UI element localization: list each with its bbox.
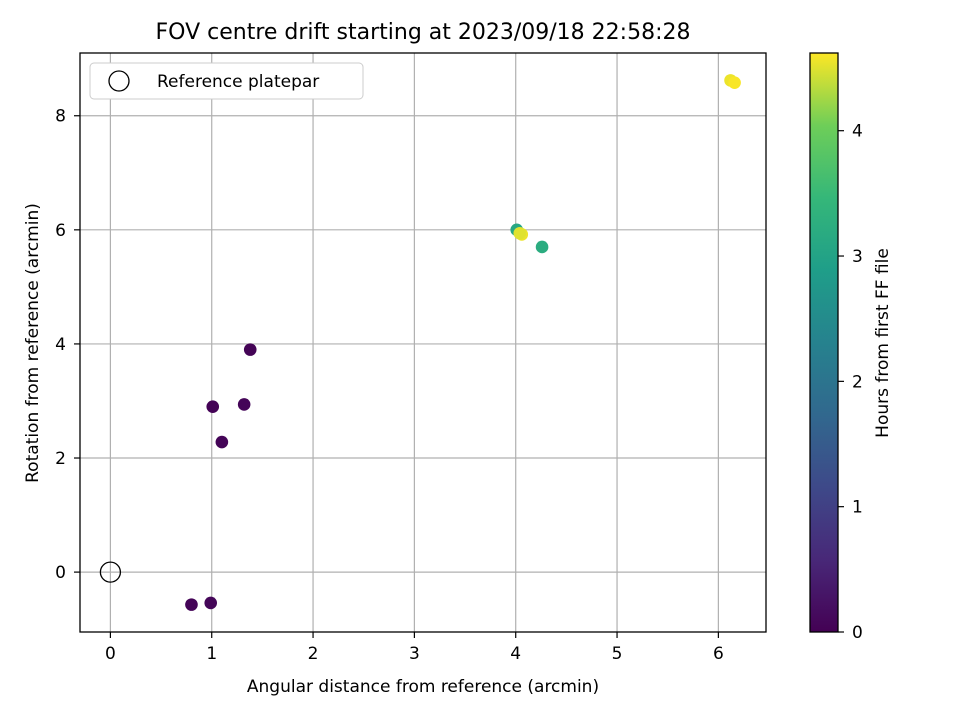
colorbar-tick-label: 2 xyxy=(852,372,863,392)
colorbar-label: Hours from first FF file xyxy=(873,248,893,438)
x-tick-label: 1 xyxy=(206,644,217,664)
x-tick-label: 5 xyxy=(612,644,623,664)
plot-frame xyxy=(79,52,767,633)
data-point xyxy=(243,343,257,356)
y-tick-label: 4 xyxy=(55,335,66,355)
x-ticks: 0 1 2 3 4 5 6 xyxy=(105,632,724,664)
y-tick-label: 8 xyxy=(55,107,66,127)
reference-marker-group xyxy=(99,561,122,583)
colorbar-tick-label: 0 xyxy=(852,623,863,643)
x-axis-label: Angular distance from reference (arcmin) xyxy=(247,677,599,697)
data-point xyxy=(206,400,220,413)
data-point xyxy=(185,598,198,611)
colorbar-tick-label: 4 xyxy=(852,122,863,142)
data-point xyxy=(204,596,218,610)
data-point xyxy=(513,226,527,240)
legend-box xyxy=(89,62,364,100)
colorbar-tick-label: 1 xyxy=(852,498,863,518)
y-tick-label: 2 xyxy=(55,449,66,469)
chart-title: FOV centre drift starting at 2023/09/18 … xyxy=(156,20,691,45)
reference-platepar-marker xyxy=(99,561,122,583)
y-ticks: 0 2 4 6 8 xyxy=(55,107,80,583)
x-tick-label: 6 xyxy=(713,644,724,664)
data-points xyxy=(185,74,741,611)
legend-reference-marker xyxy=(108,70,130,92)
x-tick-label: 4 xyxy=(510,644,521,664)
colorbar: 0 1 2 3 4 Hours from first FF file xyxy=(809,52,893,643)
colorbar-tick-label: 3 xyxy=(852,247,863,267)
data-point xyxy=(215,435,229,449)
y-axis-label: Rotation from reference (arcmin) xyxy=(23,203,43,483)
data-point xyxy=(728,76,741,89)
x-tick-label: 3 xyxy=(409,644,420,664)
data-point xyxy=(535,240,549,254)
colorbar-ticks: 0 1 2 3 4 xyxy=(838,122,863,643)
y-tick-label: 6 xyxy=(55,221,66,241)
x-tick-label: 2 xyxy=(308,644,319,664)
y-tick-label: 0 xyxy=(55,563,66,583)
grid xyxy=(80,53,766,632)
colorbar-gradient xyxy=(809,52,839,633)
legend: Reference platepar xyxy=(89,62,364,100)
data-point xyxy=(237,398,251,411)
legend-label-reference-platepar: Reference platepar xyxy=(157,72,319,92)
x-tick-label: 0 xyxy=(105,644,116,664)
